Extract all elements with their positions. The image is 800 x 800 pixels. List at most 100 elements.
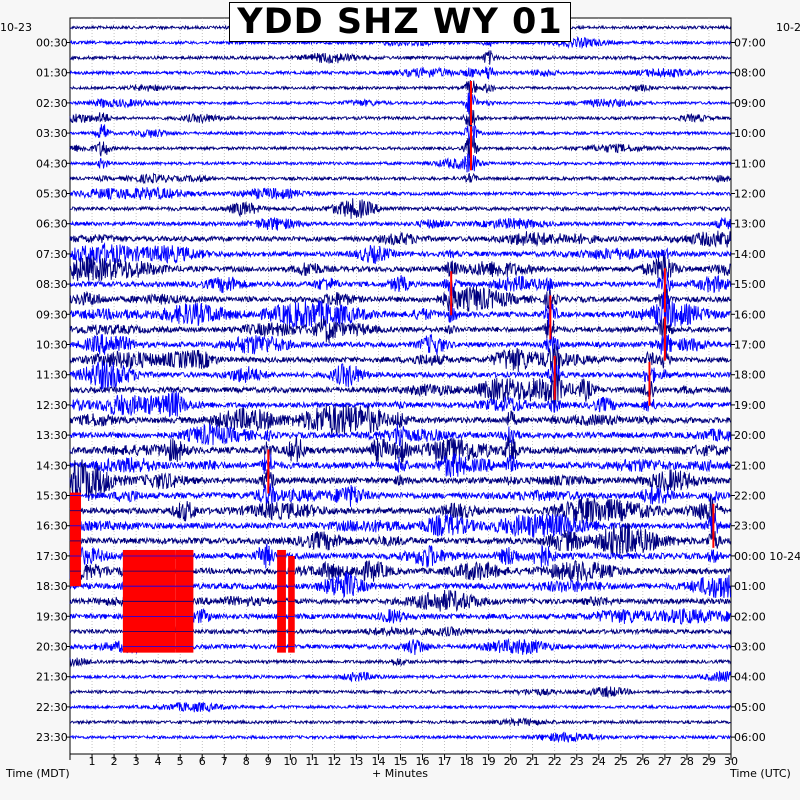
left-hour-label: 20:30 (36, 641, 68, 654)
x-tick-label: 1 (89, 755, 96, 768)
title-box: YDD SHZ WY 01 (229, 2, 571, 42)
trace-line (69, 731, 731, 744)
x-tick-label: 15 (394, 755, 408, 768)
trace-line (69, 717, 731, 727)
trace-line (69, 242, 731, 266)
trace-line (69, 66, 731, 80)
right-hour-label: 08:00 (734, 67, 766, 80)
x-axis-label: + Minutes (372, 767, 429, 780)
trace-line (69, 701, 731, 713)
right-hour-label: 21:00 (734, 459, 766, 472)
x-tick-label: 28 (680, 755, 694, 768)
x-tick-label: 19 (482, 755, 496, 768)
label-layer: 1 2 3 4 5 6 7 8 9 10 11 12 13 14 15 16 17 18 19 20 21 22 23 24 2… (36, 37, 800, 769)
left-hour-label: 19:30 (36, 610, 68, 623)
clipped-block (70, 492, 82, 587)
right-hour-label: 04:00 (734, 671, 766, 684)
x-tick-label: 24 (592, 755, 606, 768)
left-hour-label: 18:30 (36, 580, 68, 593)
x-tick-label: 7 (221, 755, 228, 768)
left-hour-label: 14:30 (36, 459, 68, 472)
left-date-label: 10-23 (0, 21, 32, 34)
x-tick-label: 9 (265, 755, 272, 768)
x-tick-label: 27 (658, 755, 672, 768)
right-hour-label: 22:00 (734, 490, 766, 503)
trace-line (69, 657, 731, 668)
trace-line (69, 331, 731, 358)
x-tick-label: 18 (460, 755, 474, 768)
right-hour-label: 12:00 (734, 188, 766, 201)
trace-line (69, 423, 731, 447)
trace-line (69, 124, 731, 145)
right-hour-label: 11:00 (734, 157, 766, 170)
right-hour-label: 10:00 (734, 127, 766, 140)
right-axis-label: Time (UTC) (730, 767, 791, 780)
x-tick-label: 4 (155, 755, 162, 768)
trace-line (69, 283, 731, 317)
left-hour-label: 22:30 (36, 701, 68, 714)
x-tick-label: 17 (438, 755, 452, 768)
left-hour-label: 06:30 (36, 218, 68, 231)
x-tick-label: 14 (371, 755, 385, 768)
left-hour-label: 04:30 (36, 157, 68, 170)
left-hour-label: 09:30 (36, 308, 68, 321)
right-hour-label: 03:00 (734, 641, 766, 654)
left-hour-label: 13:30 (36, 429, 68, 442)
trace-line (69, 80, 731, 97)
right-hour-label: 02:00 (734, 610, 766, 623)
trace-line (69, 686, 731, 699)
trace-line (69, 216, 731, 231)
right-hour-label: 00:00 10-24 (734, 550, 800, 563)
left-axis-label: Time (MDT) (6, 767, 70, 780)
left-hour-label: 10:30 (36, 339, 68, 352)
trace-line (69, 292, 731, 329)
trace-line (69, 390, 731, 418)
right-hour-label: 13:00 (734, 218, 766, 231)
x-tick-label: 13 (349, 755, 363, 768)
right-hour-label: 14:00 (734, 248, 766, 261)
left-hour-label: 08:30 (36, 278, 68, 291)
trace-line (69, 359, 731, 391)
left-hour-label: 21:30 (36, 671, 68, 684)
x-tick-label: 20 (504, 755, 518, 768)
left-hour-label: 23:30 (36, 731, 68, 744)
right-hour-label: 23:00 (734, 520, 766, 533)
x-tick-label: 3 (133, 755, 140, 768)
right-date-label: 10-2 (776, 21, 800, 34)
trace-line (69, 496, 731, 524)
left-hour-label: 02:30 (36, 97, 68, 110)
right-hour-label: 05:00 (734, 701, 766, 714)
left-hour-label: 00:30 (36, 37, 68, 50)
trace-line (69, 50, 731, 65)
right-hour-label: 18:00 (734, 369, 766, 382)
right-hour-label: 06:00 (734, 731, 766, 744)
right-hour-label: 07:00 (734, 37, 766, 50)
trace-line (69, 522, 731, 558)
left-hour-label: 16:30 (36, 520, 68, 533)
trace-line (69, 172, 731, 185)
trace-line (69, 187, 731, 201)
x-tick-label: 6 (199, 755, 206, 768)
x-tick-label: 29 (702, 755, 716, 768)
left-hour-label: 11:30 (36, 369, 68, 382)
right-hour-label: 17:00 (734, 339, 766, 352)
x-tick-label: 12 (327, 755, 341, 768)
left-hour-label: 07:30 (36, 248, 68, 261)
clipped-block (288, 556, 295, 653)
trace-line (69, 135, 731, 159)
x-tick-label: 16 (416, 755, 430, 768)
trace-line (69, 459, 731, 503)
x-tick-label: 30 (724, 755, 738, 768)
x-tick-label: 25 (614, 755, 628, 768)
chart-title: YDD SHZ WY 01 (237, 1, 563, 42)
trace-line (69, 403, 731, 436)
trace-line (69, 109, 731, 132)
left-hour-label: 01:30 (36, 67, 68, 80)
trace-line (69, 452, 731, 478)
trace-line (69, 36, 731, 50)
tick-layer (66, 42, 735, 760)
trace-layer (69, 21, 731, 744)
right-hour-label: 15:00 (734, 278, 766, 291)
clip-layer (70, 81, 715, 653)
